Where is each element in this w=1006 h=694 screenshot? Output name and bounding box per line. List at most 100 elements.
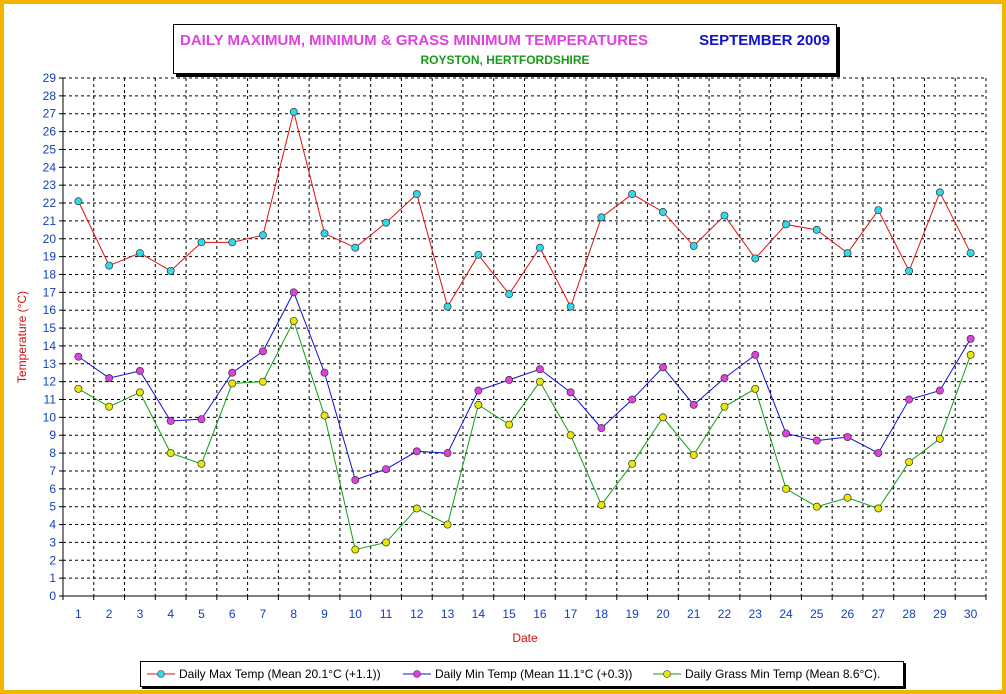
data-point-min	[566, 388, 575, 397]
data-point-max	[351, 243, 360, 252]
data-point-grass	[228, 379, 237, 388]
x-tick-label: 9	[321, 607, 328, 621]
x-tick-label: 16	[533, 607, 547, 621]
x-tick-label: 18	[595, 607, 609, 621]
x-tick-label: 7	[260, 607, 267, 621]
data-point-max	[535, 243, 544, 252]
grid	[63, 77, 987, 596]
legend-swatch-grass	[653, 670, 681, 678]
y-tick-label: 4	[49, 518, 56, 532]
x-tick-label: 28	[902, 607, 916, 621]
series	[74, 107, 975, 554]
data-point-grass	[689, 450, 698, 459]
x-tick-label: 17	[564, 607, 578, 621]
y-tick-label: 6	[49, 482, 56, 496]
data-point-min	[289, 288, 298, 297]
data-point-min	[166, 417, 175, 425]
data-point-min	[659, 363, 667, 372]
data-point-max	[320, 229, 329, 238]
data-point-max	[228, 238, 237, 247]
x-tick-label: 27	[872, 607, 886, 621]
data-point-grass	[505, 420, 514, 429]
data-point-min	[505, 375, 514, 384]
data-point-max	[474, 250, 483, 259]
data-point-grass	[720, 402, 729, 411]
y-tick-label: 14	[43, 339, 57, 353]
data-point-min	[751, 350, 760, 359]
x-tick-label: 29	[933, 607, 947, 621]
series-min	[74, 288, 975, 484]
data-point-grass	[320, 411, 329, 420]
data-point-grass	[566, 431, 575, 440]
data-point-grass	[351, 545, 360, 554]
data-point-grass	[628, 459, 637, 468]
data-point-min	[197, 415, 206, 424]
series-grass	[74, 316, 975, 554]
data-point-grass	[197, 459, 206, 468]
series-line-max	[77, 111, 972, 308]
x-tick-label: 14	[472, 607, 486, 621]
y-tick-label: 26	[43, 125, 57, 139]
legend: Daily Max Temp (Mean 20.1°C (+1.1)) Dail…	[140, 661, 904, 687]
legend-label-grass: Daily Grass Min Temp (Mean 8.6°C).	[685, 667, 881, 681]
x-tick-label: 11	[380, 607, 393, 621]
data-point-min	[843, 433, 852, 441]
y-tick-label: 12	[43, 375, 57, 389]
data-point-max	[812, 225, 821, 234]
y-tick-label: 19	[43, 250, 57, 264]
data-point-grass	[751, 384, 760, 393]
y-tick-label: 0	[49, 589, 56, 603]
data-point-min	[689, 400, 698, 409]
data-point-max	[74, 197, 83, 206]
data-point-grass	[74, 384, 83, 393]
data-point-max	[382, 218, 390, 227]
data-point-max	[751, 254, 760, 263]
y-tick-label: 5	[49, 500, 56, 514]
data-point-max	[905, 266, 914, 275]
y-tick-label: 8	[49, 446, 56, 460]
data-point-min	[412, 447, 421, 456]
y-tick-label: 10	[43, 410, 57, 424]
data-point-grass	[412, 504, 421, 513]
y-tick-label: 23	[43, 178, 57, 192]
data-point-grass	[259, 377, 267, 386]
series-max	[74, 107, 975, 311]
y-tick-label: 1	[49, 571, 56, 585]
x-tick-label: 6	[229, 607, 236, 621]
data-point-min	[720, 374, 729, 383]
x-tick-label: 26	[841, 607, 855, 621]
y-tick-label: 22	[43, 196, 57, 210]
data-point-min	[474, 386, 483, 395]
data-point-max	[597, 213, 606, 222]
data-point-grass	[166, 449, 175, 458]
data-point-min	[628, 395, 637, 404]
x-tick-label: 12	[410, 607, 424, 621]
data-point-max	[566, 302, 575, 311]
x-tick-label: 4	[167, 607, 174, 621]
data-point-max	[197, 238, 206, 247]
legend-item-grass: Daily Grass Min Temp (Mean 8.6°C).	[653, 667, 880, 681]
data-point-max	[135, 249, 144, 257]
data-point-min	[320, 368, 329, 377]
data-point-min	[535, 365, 544, 374]
y-tick-label: 2	[49, 553, 56, 567]
data-point-max	[628, 190, 637, 199]
data-point-max	[443, 302, 452, 311]
data-point-max	[843, 249, 852, 257]
data-point-grass	[382, 538, 390, 547]
chart-title-box: DAILY MAXIMUM, MINIMUM & GRASS MINIMUM T…	[173, 24, 837, 74]
data-point-max	[289, 107, 298, 116]
data-point-min	[812, 436, 821, 445]
data-point-max	[505, 290, 514, 299]
data-point-min	[105, 374, 114, 383]
x-tick-label: 2	[106, 607, 113, 621]
data-point-min	[966, 334, 975, 343]
x-tick-label: 23	[749, 607, 763, 621]
y-tick-label: 17	[43, 285, 57, 299]
data-point-min	[905, 395, 914, 404]
x-tick-label: 5	[198, 607, 205, 621]
data-point-grass	[966, 350, 975, 359]
y-tick-label: 16	[43, 303, 57, 317]
x-tick-label: 19	[626, 607, 640, 621]
legend-label-max: Daily Max Temp (Mean 20.1°C (+1.1))	[179, 667, 381, 681]
